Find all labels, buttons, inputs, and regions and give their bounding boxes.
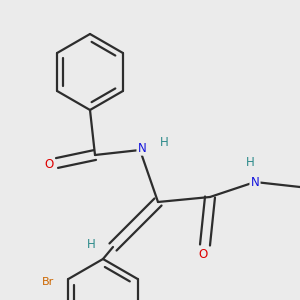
- Text: N: N: [138, 142, 146, 154]
- Text: O: O: [198, 248, 208, 262]
- Text: H: H: [87, 238, 95, 250]
- Text: H: H: [160, 136, 168, 148]
- Text: H: H: [246, 155, 254, 169]
- Text: N: N: [250, 176, 260, 188]
- Text: Br: Br: [42, 277, 55, 287]
- Text: O: O: [44, 158, 54, 172]
